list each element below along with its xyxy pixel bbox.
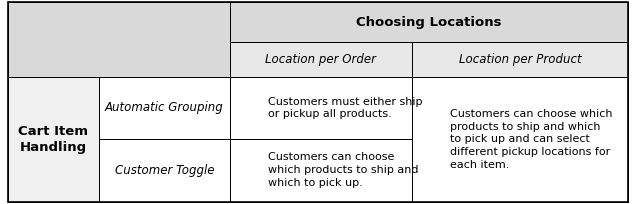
Text: Cart Item
Handling: Cart Item Handling [18, 125, 88, 154]
Bar [8, 77, 99, 202]
Bar [8, 2, 230, 77]
Text: Location per Product: Location per Product [459, 53, 581, 66]
Bar [99, 139, 230, 202]
Bar [230, 42, 412, 77]
Text: Location per Order: Location per Order [265, 53, 377, 66]
Bar [99, 77, 230, 139]
Bar [230, 77, 412, 139]
Bar [412, 77, 628, 202]
Text: Customers must either ship
or pickup all products.: Customers must either ship or pickup all… [268, 96, 422, 119]
Text: Customers can choose
which products to ship and
which to pick up.: Customers can choose which products to s… [268, 152, 418, 188]
Bar [230, 2, 628, 42]
Bar [230, 139, 412, 202]
Bar [412, 42, 628, 77]
Text: Customers can choose which
products to ship and which
to pick up and can select
: Customers can choose which products to s… [450, 109, 612, 170]
Text: Automatic Grouping: Automatic Grouping [105, 101, 224, 114]
Text: Customer Toggle: Customer Toggle [114, 164, 214, 177]
Text: Choosing Locations: Choosing Locations [356, 16, 502, 29]
